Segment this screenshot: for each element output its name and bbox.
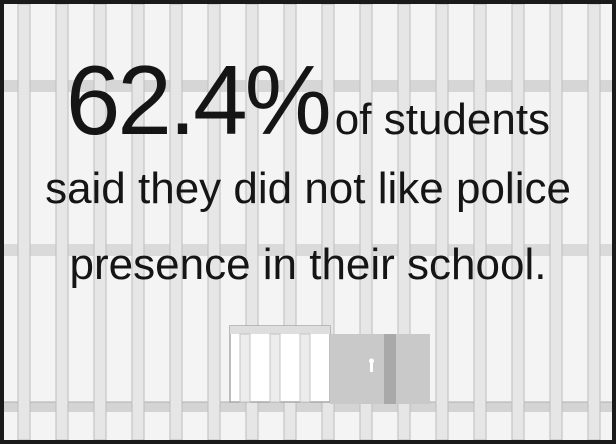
keyhole-icon (370, 362, 373, 372)
headline-line-2: said they did not like police (45, 164, 571, 213)
stat-line1-tail: of students (334, 95, 551, 144)
headline-line-3: presence in their school. (69, 240, 547, 289)
cell-door-panel (229, 325, 331, 403)
headline-line-1: 62.4% of students (4, 44, 612, 157)
jail-bars-graphic (4, 4, 612, 440)
crossbar-top (4, 80, 612, 92)
lock-box (330, 334, 430, 404)
crossbar-bottom (4, 402, 612, 412)
crossbar-middle (4, 244, 612, 256)
stat-percentage: 62.4% (65, 45, 332, 155)
headline-text: 62.4% of students said they did not like … (4, 4, 612, 440)
